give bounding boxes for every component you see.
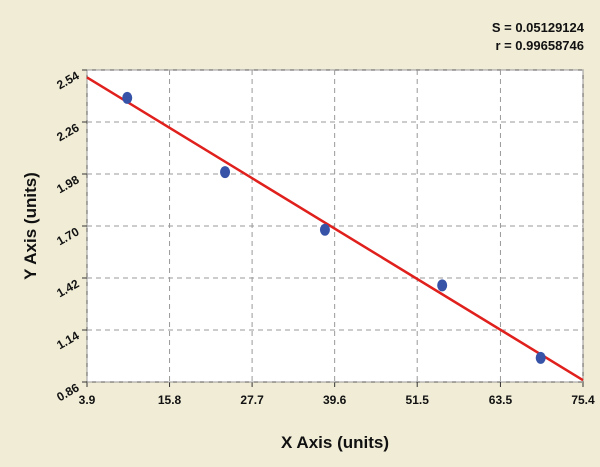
- fit-line: [86, 76, 584, 382]
- data-point: [535, 351, 546, 364]
- x-tick-label: 75.4: [571, 393, 595, 407]
- x-tick-label: 39.6: [323, 393, 347, 407]
- x-tick-label: 51.5: [406, 393, 430, 407]
- y-axis-label: Y Axis (units): [21, 172, 40, 280]
- x-tick-label: 63.5: [489, 393, 513, 407]
- x-tick-label: 15.8: [158, 393, 182, 407]
- annotation: r = 0.99658746: [495, 38, 584, 53]
- data-point: [122, 91, 133, 104]
- x-tick-label: 3.9: [79, 393, 96, 407]
- x-axis-label: X Axis (units): [281, 433, 389, 452]
- data-point: [437, 279, 448, 292]
- data-point: [319, 223, 330, 236]
- data-point: [220, 166, 231, 179]
- annotation: S = 0.05129124: [492, 20, 585, 35]
- x-tick-label: 27.7: [240, 393, 264, 407]
